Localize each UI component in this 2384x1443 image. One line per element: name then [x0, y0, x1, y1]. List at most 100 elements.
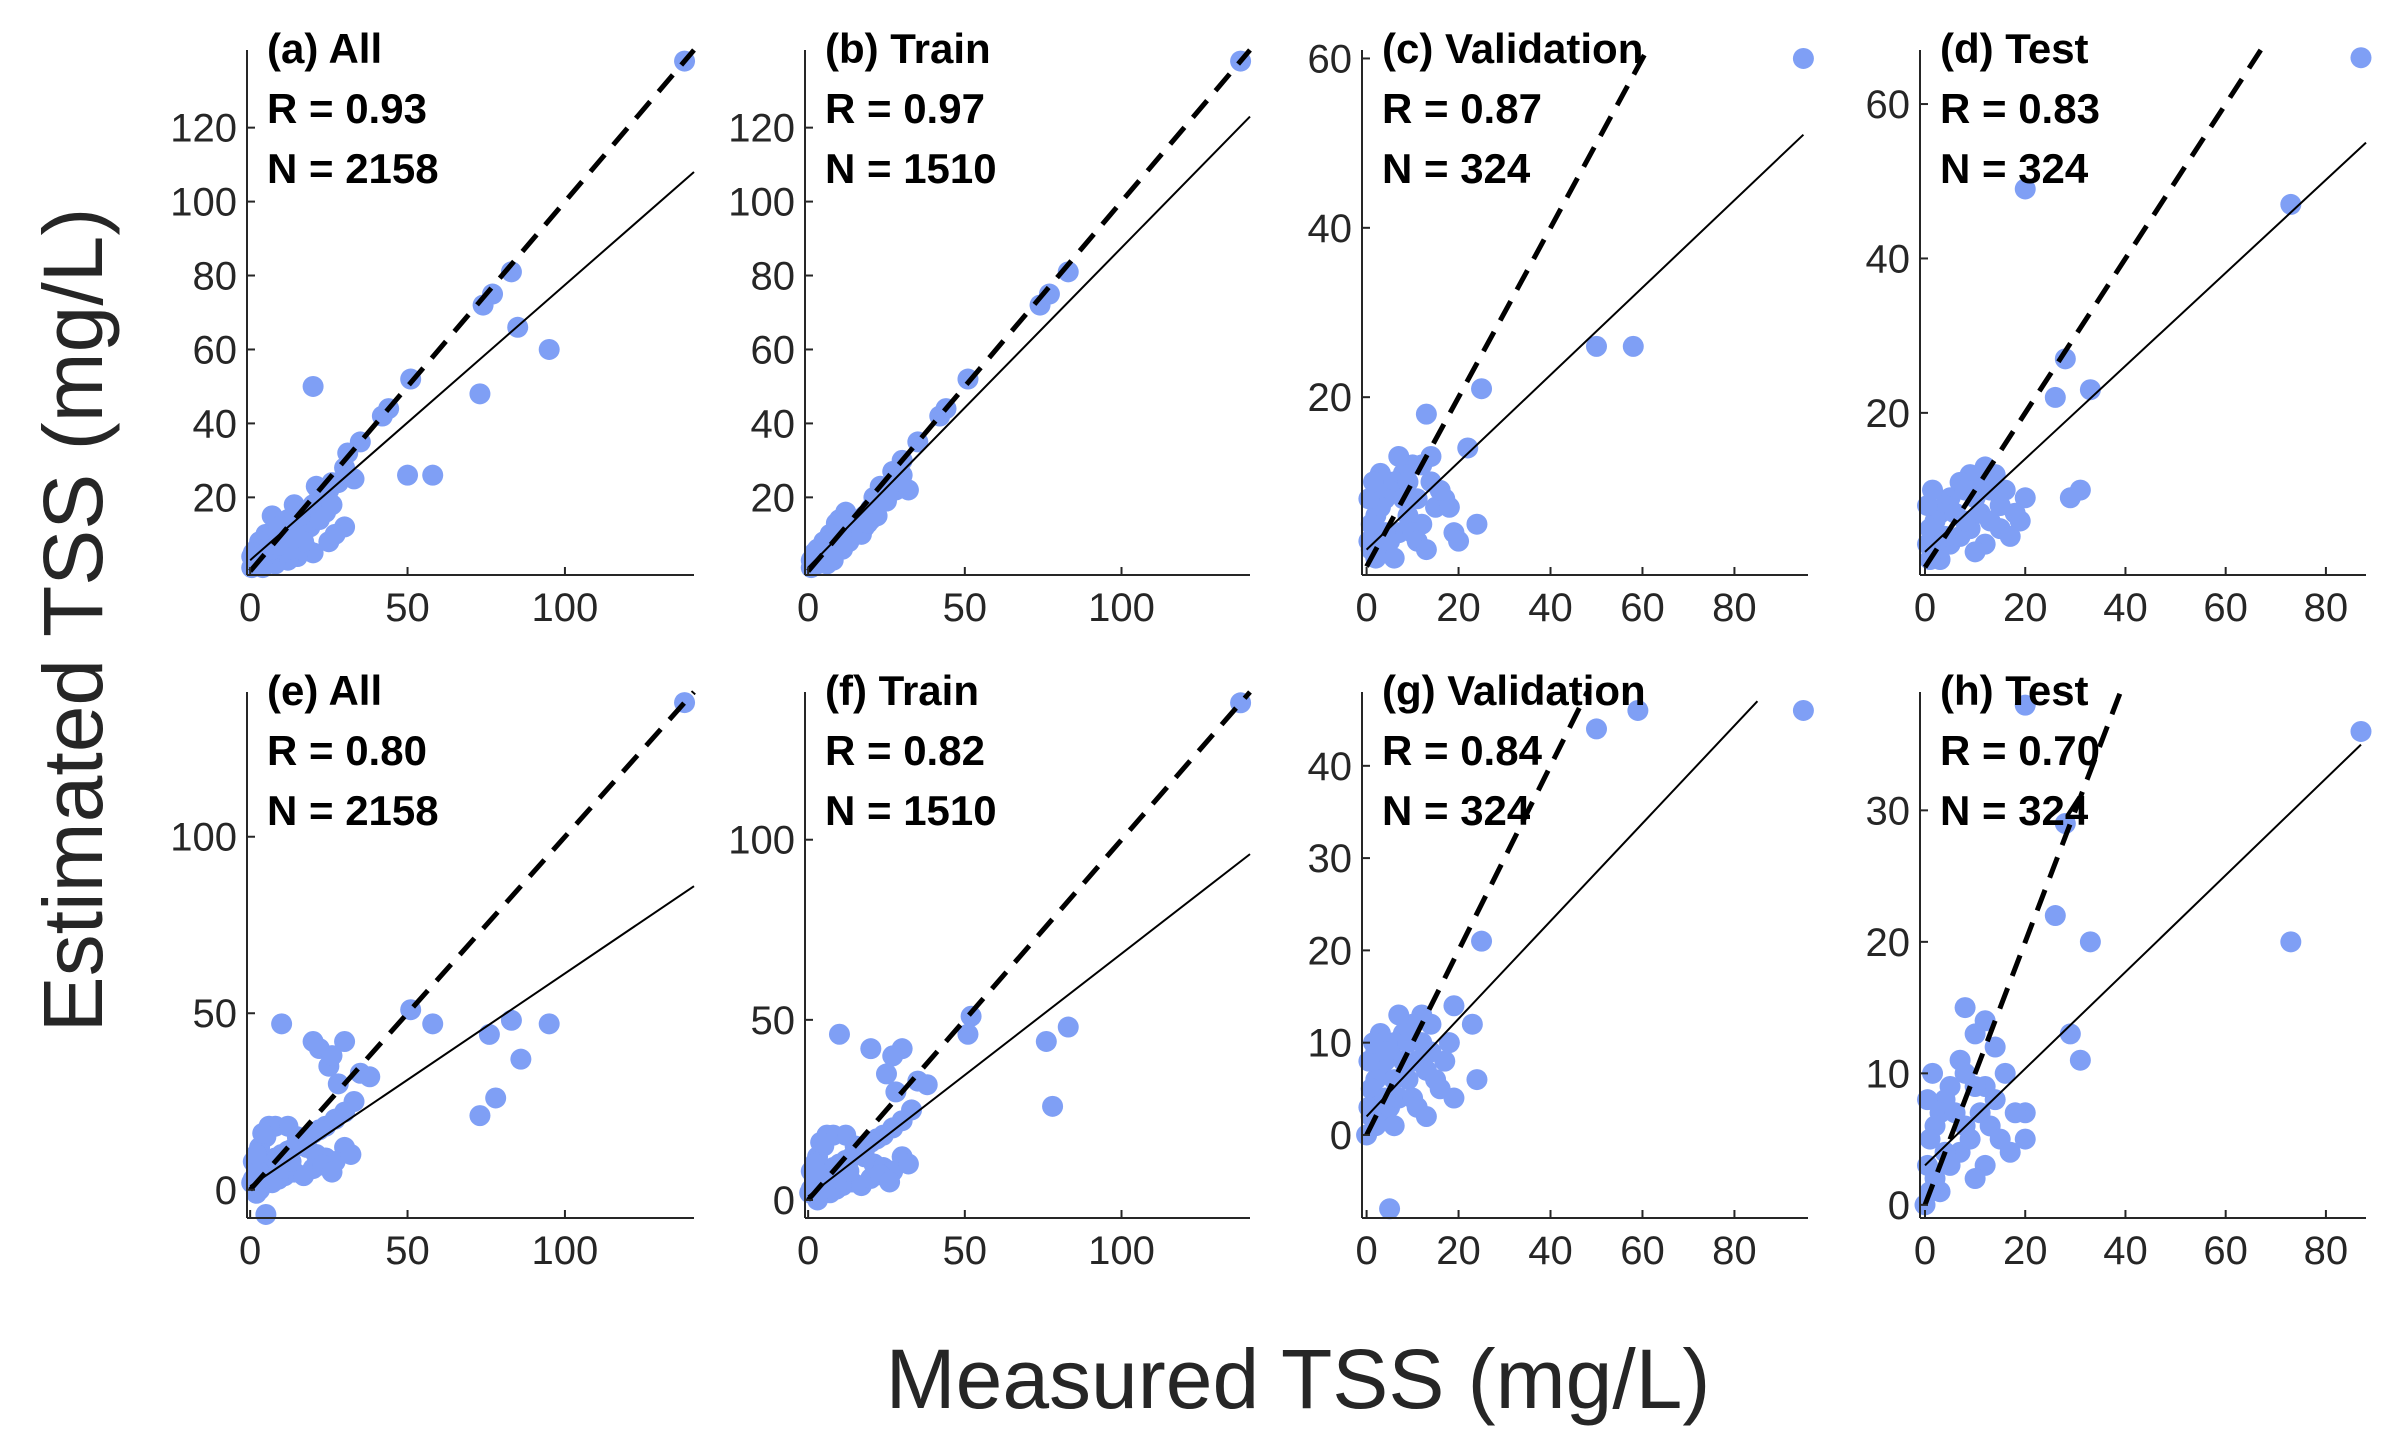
- one-to-one-line: [248, 48, 696, 573]
- data-point: [538, 1013, 560, 1035]
- x-tick-label: 60: [2203, 1229, 2248, 1273]
- one-to-one-line: [1364, 690, 1590, 1137]
- data-point: [1362, 471, 1384, 493]
- data-point: [1388, 1004, 1410, 1026]
- data-point: [1792, 47, 1814, 69]
- n-value: N = 2158: [267, 787, 439, 834]
- data-point: [879, 1171, 901, 1193]
- data-point: [2069, 1049, 2091, 1071]
- x-tick-label: 20: [1436, 1229, 1481, 1273]
- data-point: [1954, 1062, 1976, 1084]
- r-value: R = 0.70: [1940, 727, 2100, 774]
- y-tick-label: 40: [193, 402, 238, 446]
- points: [1356, 699, 1814, 1220]
- y-tick-label: 40: [1866, 237, 1911, 281]
- x-tick-label: 0: [1355, 586, 1377, 630]
- data-point: [324, 523, 346, 545]
- data-point: [1964, 1168, 1986, 1190]
- r-value: R = 0.80: [267, 727, 427, 774]
- data-point: [321, 494, 343, 516]
- x-tick-label: 0: [239, 586, 261, 630]
- data-point: [1461, 1013, 1483, 1035]
- data-point: [1471, 378, 1493, 400]
- n-value: N = 1510: [825, 145, 997, 192]
- fit-line: [1924, 141, 2367, 553]
- x-tick-label: 80: [2304, 1229, 2349, 1273]
- data-point: [422, 1013, 444, 1035]
- y-tick-label: 60: [193, 328, 238, 372]
- data-point: [2054, 348, 2076, 370]
- data-point: [397, 464, 419, 486]
- panel-title: (a) All: [267, 25, 382, 72]
- data-point: [321, 472, 343, 494]
- n-value: N = 324: [1940, 145, 2089, 192]
- data-point: [1429, 479, 1451, 501]
- data-point: [1471, 930, 1493, 952]
- data-point: [283, 527, 305, 549]
- panel-5: 0 50 100 0 50 100 (f) Train R = 0.82 N = 1510: [728, 667, 1252, 1273]
- data-point: [478, 1023, 500, 1045]
- data-point: [2079, 379, 2101, 401]
- lines: [1364, 690, 1759, 1137]
- lines: [248, 48, 696, 573]
- data-point: [2280, 193, 2302, 215]
- x-axis-title: Measured TSS (mg/L): [886, 1332, 1711, 1426]
- y-tick-label: 100: [728, 819, 795, 863]
- data-point: [897, 1153, 919, 1175]
- y-tick-label: 20: [1308, 929, 1353, 973]
- fit-line: [807, 853, 1251, 1198]
- y-tick-label: 20: [751, 476, 796, 520]
- data-point: [469, 383, 491, 405]
- data-point: [1585, 718, 1607, 740]
- data-point: [916, 1074, 938, 1096]
- data-point: [1448, 530, 1470, 552]
- x-tick-label: 60: [1620, 586, 1665, 630]
- n-value: N = 2158: [267, 145, 439, 192]
- data-point: [1585, 335, 1607, 357]
- y-tick-label: 60: [1866, 83, 1911, 127]
- data-point: [803, 1153, 825, 1175]
- data-point: [2004, 502, 2026, 524]
- points: [1917, 47, 2372, 571]
- data-point: [485, 1087, 507, 1109]
- data-point: [2014, 178, 2036, 200]
- data-point: [302, 375, 324, 397]
- data-point: [2044, 386, 2066, 408]
- x-tick-label: 0: [797, 586, 819, 630]
- x-tick-label: 20: [2003, 586, 2048, 630]
- data-point: [340, 1143, 362, 1165]
- data-point: [2059, 1023, 2081, 1045]
- data-point: [245, 1143, 267, 1165]
- data-point: [1035, 1030, 1057, 1052]
- data-point: [469, 1105, 491, 1127]
- x-tick-label: 80: [1712, 1229, 1757, 1273]
- data-point: [828, 1023, 850, 1045]
- x-tick-label: 100: [1088, 1229, 1155, 1273]
- data-point: [2014, 487, 2036, 509]
- x-tick-label: 20: [2003, 1229, 2048, 1273]
- x-tick-label: 40: [2103, 586, 2148, 630]
- panel-title: (c) Validation: [1382, 25, 1643, 72]
- x-tick-label: 50: [943, 1229, 988, 1273]
- y-tick-label: 0: [1330, 1114, 1352, 1158]
- x-tick-label: 0: [239, 1229, 261, 1273]
- data-point: [321, 1161, 343, 1183]
- data-point: [897, 479, 919, 501]
- y-tick-label: 20: [1308, 376, 1353, 420]
- lines: [806, 48, 1252, 573]
- fit-line: [1365, 133, 1805, 551]
- data-point: [1954, 997, 1976, 1019]
- y-tick-label: 40: [751, 402, 796, 446]
- y-tick-label: 20: [193, 476, 238, 520]
- data-point: [1964, 1023, 1986, 1045]
- y-tick-label: 30: [1308, 837, 1353, 881]
- data-point: [327, 1073, 349, 1095]
- data-point: [1622, 335, 1644, 357]
- data-point: [1360, 1105, 1382, 1127]
- data-point: [2079, 931, 2101, 953]
- y-tick-label: 20: [1866, 921, 1911, 965]
- y-tick-label: 20: [1866, 392, 1911, 436]
- y-axis-title: Estimated TSS (mg/L): [26, 208, 120, 1033]
- data-point: [1379, 1198, 1401, 1220]
